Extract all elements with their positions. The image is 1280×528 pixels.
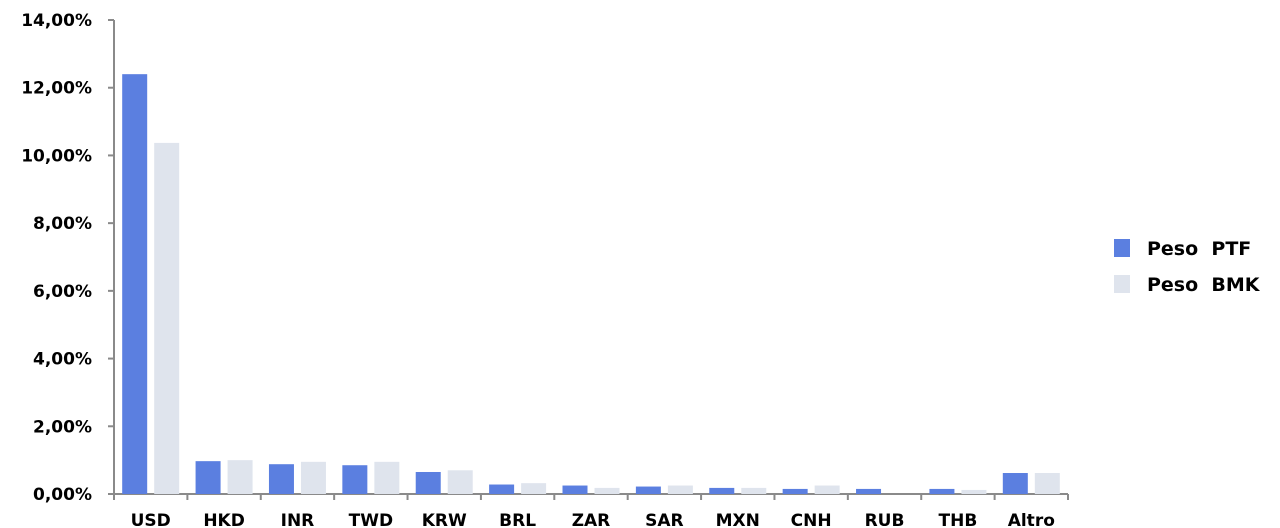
bar-series-2 bbox=[667, 485, 693, 494]
bar-series-2 bbox=[1034, 473, 1060, 494]
x-axis: USD HKD INR TWD KRW BRL ZAR SAR MXN CNH RUB THB Altr… bbox=[113, 493, 1069, 528]
bar-series-2 bbox=[154, 142, 180, 494]
bar-series-1 bbox=[562, 485, 588, 494]
y-tick-label: 8,00% bbox=[33, 214, 92, 234]
bar-series-1 bbox=[122, 74, 148, 495]
bar-series-2 bbox=[300, 461, 326, 494]
bar-series-1 bbox=[415, 471, 441, 494]
bar-series-1 bbox=[1002, 473, 1028, 494]
bar-series-1 bbox=[929, 488, 955, 494]
legend-swatch bbox=[1114, 239, 1130, 257]
bar-series-1 bbox=[489, 484, 515, 494]
y-tick-label: 4,00% bbox=[33, 350, 92, 370]
bar-series-2 bbox=[374, 461, 400, 494]
bar-series-1 bbox=[195, 461, 221, 494]
bars bbox=[122, 74, 1060, 495]
bar-series-2 bbox=[814, 485, 840, 494]
bar-series-1 bbox=[709, 487, 735, 494]
bar-series-2 bbox=[961, 489, 987, 494]
x-tick-label: SAR bbox=[645, 511, 684, 528]
y-tick-label: 6,00% bbox=[33, 282, 92, 302]
x-tick-label: THB bbox=[939, 511, 978, 528]
x-tick-label: ZAR bbox=[572, 511, 611, 528]
bar-series-1 bbox=[635, 486, 661, 494]
legend-label: Peso PTF bbox=[1147, 238, 1251, 260]
x-tick-label: CNH bbox=[791, 511, 832, 528]
y-tick-label: 10,00% bbox=[21, 146, 92, 166]
legend-label: Peso BMK bbox=[1147, 274, 1261, 296]
bar-series-2 bbox=[741, 487, 767, 494]
bar-series-2 bbox=[521, 483, 547, 494]
bar-series-1 bbox=[342, 465, 368, 494]
y-tick-label: 12,00% bbox=[21, 79, 92, 99]
bar-series-1 bbox=[268, 464, 294, 494]
bar-series-1 bbox=[782, 488, 808, 494]
y-tick-label: 0,00% bbox=[33, 485, 92, 505]
y-tick-label: 2,00% bbox=[33, 417, 92, 437]
x-tick-label: Altro bbox=[1008, 511, 1055, 528]
x-tick-label: BRL bbox=[499, 511, 536, 528]
bar-series-2 bbox=[227, 460, 253, 494]
bar-series-2 bbox=[447, 470, 473, 494]
y-tick-label: 14,00% bbox=[21, 11, 92, 31]
y-axis: 0,00% 2,00% 4,00% 6,00% 8,00% 10,00% 12,00% 14,… bbox=[21, 11, 115, 505]
x-tick-label: MXN bbox=[716, 511, 760, 528]
x-tick-label: TWD bbox=[349, 511, 393, 528]
bar-series-2 bbox=[594, 487, 620, 494]
x-tick-label: RUB bbox=[865, 511, 905, 528]
x-tick-label: INR bbox=[281, 511, 315, 528]
bar-series-1 bbox=[856, 488, 882, 494]
legend: Peso PTF Peso BMK bbox=[1114, 238, 1261, 296]
x-tick-label: USD bbox=[131, 511, 171, 528]
x-tick-label: KRW bbox=[422, 511, 467, 528]
x-tick-label: HKD bbox=[203, 511, 245, 528]
legend-swatch bbox=[1114, 275, 1130, 293]
